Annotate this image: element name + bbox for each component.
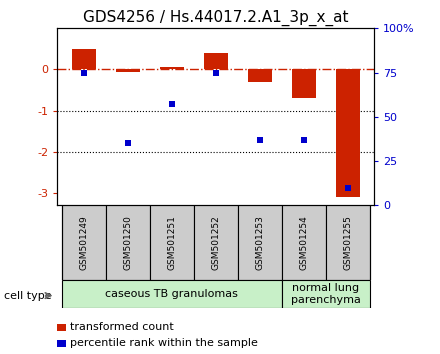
Point: [256, 137, 263, 143]
Point: [168, 102, 175, 107]
Bar: [326, 205, 370, 280]
Text: GSM501255: GSM501255: [343, 215, 352, 270]
Text: GSM501251: GSM501251: [167, 215, 176, 270]
Bar: [238, 205, 282, 280]
Bar: [72, 49, 96, 69]
Text: GSM501254: GSM501254: [299, 215, 308, 270]
Text: GSM501252: GSM501252: [211, 215, 220, 270]
Bar: [204, 53, 228, 69]
Bar: [116, 69, 140, 72]
Bar: [150, 205, 194, 280]
Point: [124, 141, 131, 146]
Point: [300, 137, 307, 143]
Bar: [248, 69, 272, 82]
Bar: [62, 280, 282, 308]
Text: normal lung
parenchyma: normal lung parenchyma: [291, 283, 360, 305]
Bar: [282, 205, 326, 280]
Text: caseous TB granulomas: caseous TB granulomas: [105, 289, 238, 299]
Point: [80, 70, 87, 75]
Bar: [282, 280, 370, 308]
Text: transformed count: transformed count: [70, 322, 173, 332]
Bar: [160, 67, 184, 69]
Bar: [62, 205, 106, 280]
Point: [212, 70, 219, 75]
Text: GSM501249: GSM501249: [79, 215, 88, 270]
Bar: [194, 205, 238, 280]
Bar: [336, 69, 360, 197]
Text: percentile rank within the sample: percentile rank within the sample: [70, 338, 257, 348]
Bar: [106, 205, 150, 280]
Text: GSM501250: GSM501250: [123, 215, 132, 270]
Title: GDS4256 / Hs.44017.2.A1_3p_x_at: GDS4256 / Hs.44017.2.A1_3p_x_at: [83, 9, 348, 25]
Point: [344, 185, 351, 190]
Text: cell type: cell type: [4, 291, 52, 301]
Text: GSM501253: GSM501253: [255, 215, 264, 270]
Bar: [292, 69, 316, 98]
